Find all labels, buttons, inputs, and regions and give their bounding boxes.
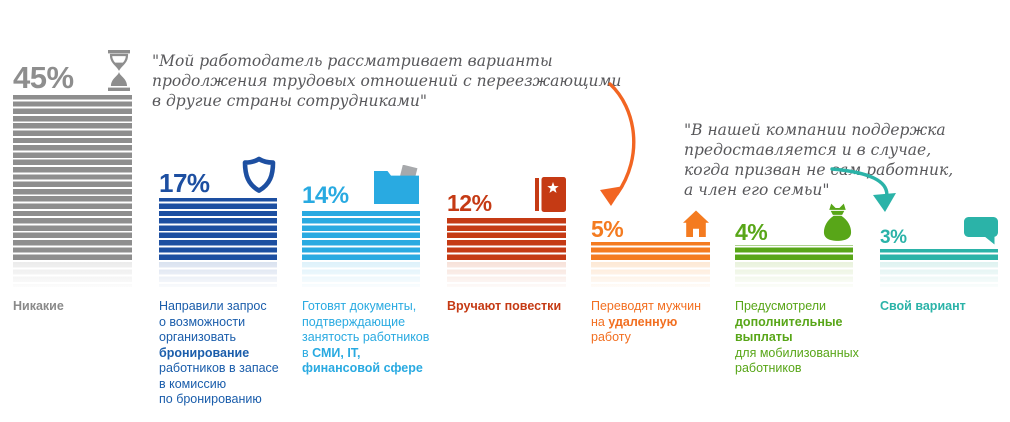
shield-icon <box>241 156 277 194</box>
bar-fill <box>591 242 710 260</box>
bar-column-documents: 14% Готовят документы, подтверждающие за… <box>302 0 429 422</box>
speech-bubble-icon <box>964 217 998 245</box>
annotation-text: "В нашей компании поддержка предоставляе… <box>684 121 954 199</box>
bar-reflection <box>880 262 998 287</box>
draft-notice-book-icon <box>535 177 566 212</box>
percent-label: 14% <box>302 181 349 209</box>
bar-column-own-option: 3% Свой вариант <box>880 0 998 422</box>
money-bag-icon <box>822 202 853 241</box>
bar-reflection <box>447 262 566 287</box>
bar-fill <box>13 95 132 260</box>
annotation-text: "Мой работодатель рассматривает варианты… <box>152 52 622 110</box>
annotation-family-support: "В нашей компании поддержка предоставляе… <box>684 100 1004 200</box>
bar-fill <box>735 245 853 260</box>
bar-fill <box>159 198 277 260</box>
bar-caption: Никакие <box>13 299 64 313</box>
bar-caption: Переводят мужчин на удаленную работу <box>591 299 702 344</box>
bar-reflection <box>735 262 853 287</box>
percent-label: 17% <box>159 168 210 199</box>
bar-reflection <box>13 262 132 287</box>
bar-caption: Направили запрос о возможности организов… <box>159 299 279 406</box>
hourglass-icon <box>106 50 132 91</box>
bar-caption: Свой вариант <box>880 299 966 313</box>
percent-label: 45% <box>13 60 74 96</box>
house-icon <box>682 210 710 238</box>
percent-label: 12% <box>447 189 492 216</box>
bar-reflection <box>591 262 710 287</box>
percent-label: 5% <box>591 215 624 242</box>
bar-caption: Вручают повестки <box>447 299 562 313</box>
percent-label: 4% <box>735 218 768 245</box>
annotation-employer-relocation: "Мой работодатель рассматривает варианты… <box>152 31 642 111</box>
bar-column-remote-work: 5% Переводят мужчин на удаленную работу <box>591 0 710 422</box>
percent-label: 3% <box>880 226 907 248</box>
bar-reflection <box>159 262 277 287</box>
folder-documents-icon <box>373 164 420 205</box>
bar-reflection <box>302 262 420 287</box>
bar-fill <box>302 209 420 260</box>
bar-column-draft-notices: 12% Вручают повестки <box>447 0 566 422</box>
bar-fill <box>447 216 566 260</box>
bar-column-reservation-request: 17% Направили запрос о возможности орган… <box>159 0 279 422</box>
bar-column-extra-payments: 4% Предусмотрели дополнительные выплаты … <box>735 0 859 422</box>
bar-fill <box>880 249 998 260</box>
bar-caption: Предусмотрели дополнительные выплаты для… <box>735 299 859 375</box>
bar-caption: Готовят документы, подтверждающие занято… <box>302 299 430 375</box>
bar-column-none: 45% Никакие <box>13 0 132 422</box>
